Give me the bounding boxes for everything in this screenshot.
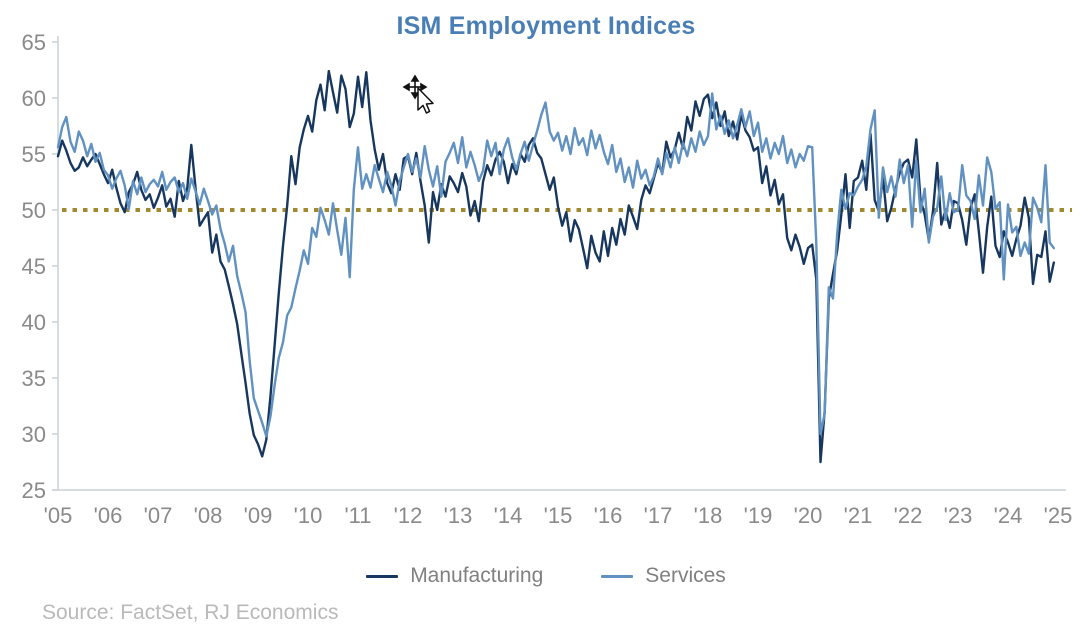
svg-text:'14: '14	[494, 503, 523, 528]
svg-text:60: 60	[22, 86, 46, 111]
svg-text:'07: '07	[144, 503, 173, 528]
svg-text:'23: '23	[944, 503, 973, 528]
svg-text:'08: '08	[194, 503, 223, 528]
legend-item-manufacturing: Manufacturing	[366, 564, 543, 588]
svg-text:30: 30	[22, 422, 46, 447]
services-line-swatch	[601, 574, 634, 578]
svg-text:40: 40	[22, 310, 46, 335]
svg-text:'09: '09	[244, 503, 273, 528]
svg-text:'13: '13	[444, 503, 473, 528]
svg-text:25: 25	[22, 478, 46, 503]
svg-text:50: 50	[22, 198, 46, 223]
move-cursor-icon	[402, 74, 434, 114]
svg-text:55: 55	[22, 142, 46, 167]
svg-text:'11: '11	[344, 503, 371, 528]
svg-text:'18: '18	[694, 503, 723, 528]
svg-text:'21: '21	[844, 503, 873, 528]
svg-text:'10: '10	[294, 503, 323, 528]
legend-label-manufacturing: Manufacturing	[410, 564, 544, 587]
svg-text:'20: '20	[794, 503, 823, 528]
svg-text:'22: '22	[894, 503, 923, 528]
svg-text:'25: '25	[1044, 503, 1073, 528]
svg-text:'17: '17	[644, 503, 673, 528]
svg-text:'05: '05	[44, 503, 73, 528]
svg-text:'16: '16	[594, 503, 623, 528]
legend-item-services: Services	[601, 564, 726, 588]
svg-text:35: 35	[22, 366, 46, 391]
svg-text:65: 65	[22, 30, 46, 55]
chart-legend: Manufacturing Services	[0, 564, 1092, 588]
manufacturing-line-swatch	[366, 574, 399, 578]
svg-text:'06: '06	[94, 503, 123, 528]
svg-text:'15: '15	[544, 503, 573, 528]
svg-text:'12: '12	[394, 503, 423, 528]
legend-label-services: Services	[645, 564, 726, 587]
source-note: Source: FactSet, RJ Economics	[42, 601, 339, 624]
svg-text:45: 45	[22, 254, 46, 279]
chart-title: ISM Employment Indices	[396, 12, 696, 40]
svg-text:'24: '24	[994, 503, 1023, 528]
svg-text:'19: '19	[744, 503, 773, 528]
